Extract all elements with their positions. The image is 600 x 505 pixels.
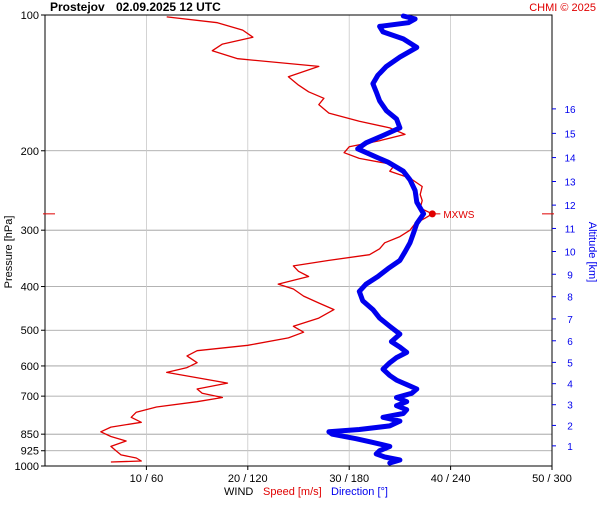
pressure-tick-label: 200 — [21, 146, 39, 158]
altitude-tick-label: 3 — [567, 401, 573, 412]
credit-label: CHMI © 2025 — [529, 2, 596, 14]
altitude-tick-label: 15 — [564, 129, 576, 140]
altitude-tick-label: 7 — [567, 315, 573, 326]
altitude-tick-label: 12 — [564, 201, 576, 212]
grid-layer — [45, 14, 553, 467]
series-layer: MXWS — [43, 13, 554, 466]
altitude-tick-label: 5 — [567, 358, 573, 369]
wind-tick-label: 50 / 300 — [532, 473, 572, 485]
altitude-tick-label: 11 — [565, 224, 576, 235]
datetime-title: 02.09.2025 12 UTC — [116, 0, 221, 14]
direction-axis-label: Direction [°] — [331, 486, 388, 498]
direction-series-line — [326, 13, 427, 466]
speed-series-line — [100, 16, 433, 463]
wind-tick-label: 10 / 60 — [130, 473, 164, 485]
mxws-label: MXWS — [443, 210, 474, 221]
altitude-tick-label: 6 — [567, 337, 573, 348]
altitude-tick-label: 10 — [564, 248, 576, 259]
wind-tick-label: 40 / 240 — [431, 473, 471, 485]
wind-axis-label: WIND — [224, 486, 253, 498]
altitude-tick-label: 16 — [564, 105, 576, 116]
altitude-tick-label: 4 — [567, 380, 573, 391]
pressure-tick-label: 400 — [21, 282, 39, 294]
pressure-tick-label: 925 — [21, 446, 39, 458]
speed-axis-label: Speed [m/s] — [263, 486, 322, 498]
altitude-tick-label: 2 — [567, 421, 573, 432]
altitude-axis-label: Altitude [km] — [586, 222, 598, 283]
labels-layer: Prostejov 02.09.2025 12 UTC CHMI © 2025 … — [3, 0, 598, 498]
pressure-tick-label: 850 — [21, 429, 39, 441]
altitude-tick-label: 14 — [564, 154, 576, 165]
wind-tick-label: 20 / 120 — [228, 473, 268, 485]
altitude-tick-label: 13 — [564, 177, 576, 188]
pressure-axis-label: Pressure [hPa] — [3, 216, 15, 289]
pressure-tick-label: 700 — [21, 391, 39, 403]
wind-tick-label: 30 / 180 — [329, 473, 369, 485]
pressure-tick-label: 600 — [21, 361, 39, 373]
altitude-tick-label: 9 — [567, 270, 573, 281]
altitude-tick-label: 8 — [567, 293, 573, 304]
pressure-tick-label: 1000 — [15, 461, 39, 473]
pressure-tick-label: 100 — [21, 10, 39, 22]
station-title: Prostejov — [50, 0, 105, 14]
altitude-tick-label: 1 — [567, 442, 573, 453]
plot-frame — [44, 14, 553, 467]
pressure-tick-label: 500 — [21, 325, 39, 337]
pressure-tick-label: 300 — [21, 225, 39, 237]
